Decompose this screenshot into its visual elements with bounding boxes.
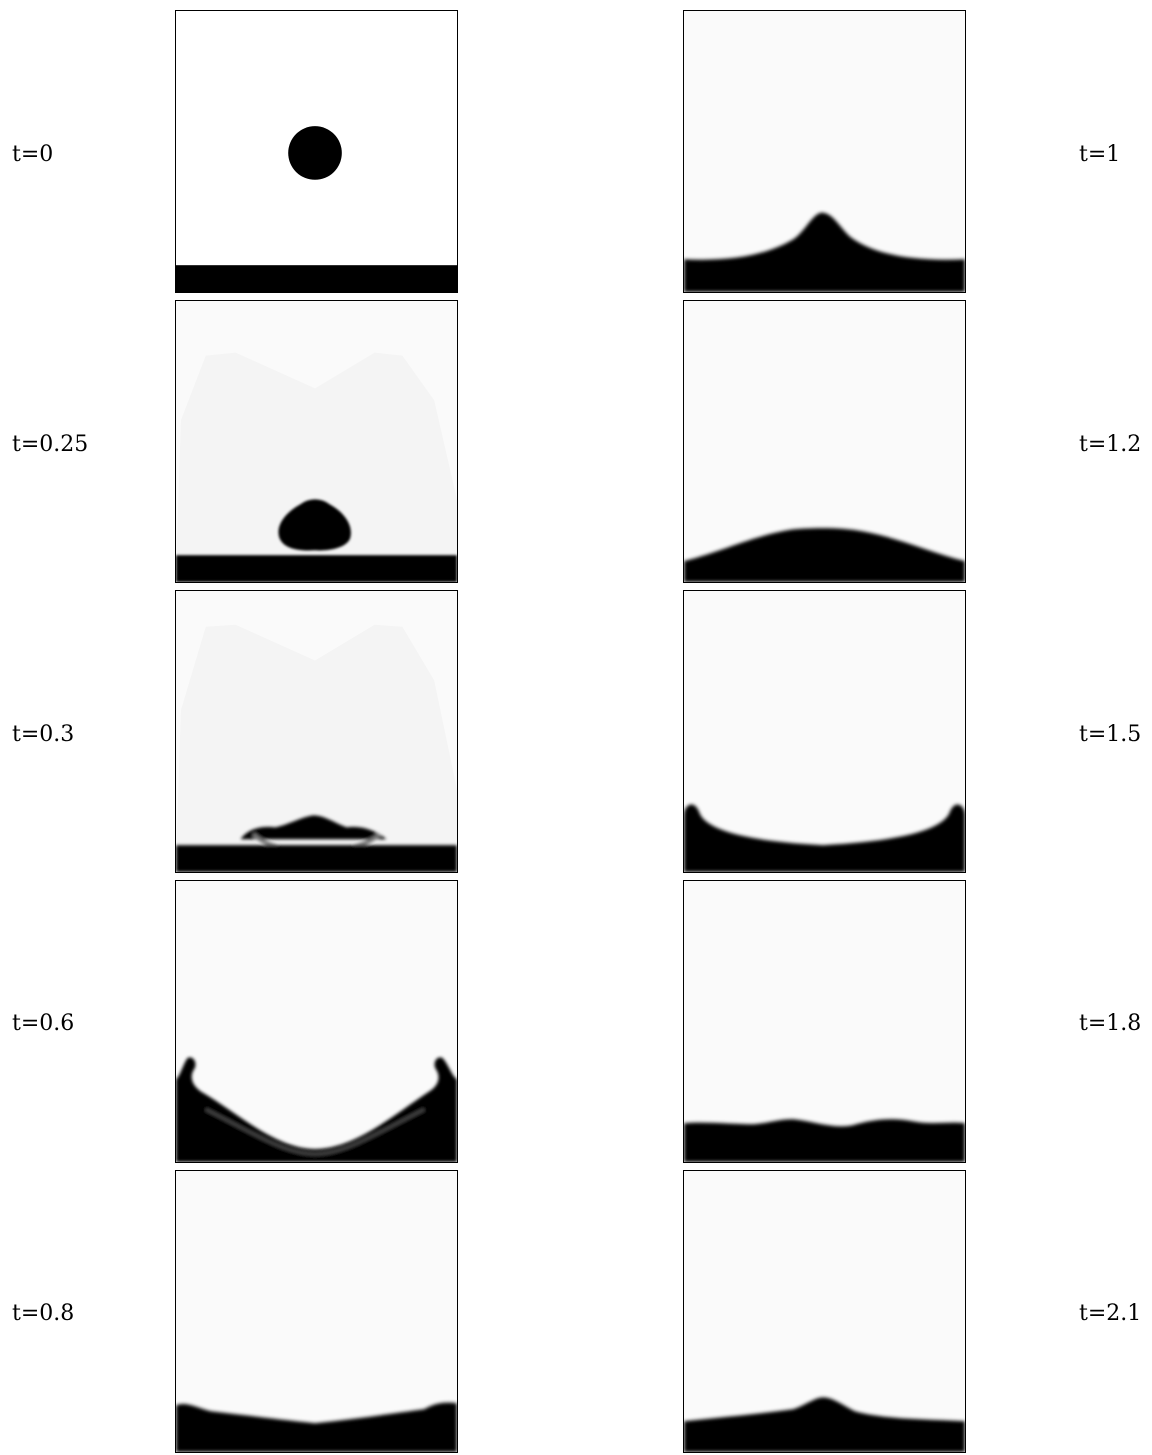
simulation-frame-t03 (175, 590, 458, 873)
time-label-t15: t=1.5 (1079, 722, 1142, 747)
simulation-frame-t06 (175, 880, 458, 1163)
liquid-pool (176, 265, 457, 292)
time-label-t08: t=0.8 (12, 1301, 75, 1326)
mist-region (176, 352, 457, 582)
time-label-t12: t=1.2 (1079, 432, 1142, 457)
liquid-surface (684, 804, 965, 872)
simulation-frame-t15 (683, 590, 966, 873)
droplet (288, 126, 342, 180)
droplet (278, 499, 351, 551)
simulation-frame-t025 (175, 300, 458, 583)
liquid-surface (684, 1119, 965, 1162)
time-label-t0: t=0 (12, 142, 54, 167)
time-label-t1: t=1 (1079, 142, 1121, 167)
liquid-surface (176, 1057, 457, 1162)
liquid-pool (176, 845, 457, 872)
simulation-frame-t0 (175, 10, 458, 293)
time-label-t21: t=2.1 (1079, 1301, 1142, 1326)
liquid-mound (684, 528, 965, 582)
simulation-frame-t12 (683, 300, 966, 583)
time-label-t03: t=0.3 (12, 722, 75, 747)
liquid-pool (176, 555, 457, 582)
central-jet (684, 212, 965, 292)
simulation-frame-t08 (175, 1170, 458, 1453)
time-label-t18: t=1.8 (1079, 1011, 1142, 1036)
crown-splash (240, 815, 387, 840)
simulation-frame-t18 (683, 880, 966, 1163)
time-label-t025: t=0.25 (12, 432, 89, 457)
simulation-frame-t1 (683, 10, 966, 293)
liquid-mound (684, 1397, 965, 1452)
simulation-frame-t21 (683, 1170, 966, 1453)
mist-region (176, 624, 457, 872)
inner-wave (205, 1108, 425, 1156)
time-label-t06: t=0.6 (12, 1011, 75, 1036)
liquid-surface (176, 1402, 457, 1452)
